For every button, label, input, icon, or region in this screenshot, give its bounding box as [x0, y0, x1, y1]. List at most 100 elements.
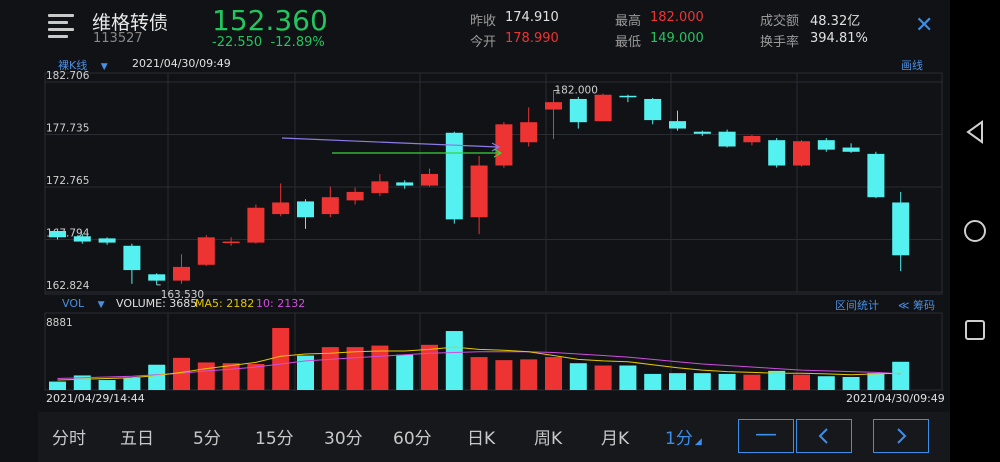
low-marker-label: 163.530: [161, 289, 204, 301]
minus-icon: —: [755, 422, 777, 447]
volume-bar: [867, 373, 885, 390]
volume-bar: [842, 376, 860, 390]
tab-daily-k[interactable]: 日K: [467, 429, 496, 449]
security-code: 113527: [93, 31, 143, 46]
volume-bar: [892, 361, 910, 390]
candle-body: [98, 238, 116, 243]
chips-button[interactable]: ≪ 筹码: [898, 299, 936, 312]
volume-bar: [297, 355, 314, 390]
volume-bar: [173, 357, 190, 390]
chevron-down-icon: ▼: [97, 300, 105, 310]
volume-bar: [545, 357, 562, 390]
open-value: 178.990: [505, 31, 559, 46]
scroll-left-button[interactable]: [796, 419, 852, 453]
volume-bar: [768, 370, 786, 390]
volume-bar: [272, 327, 290, 390]
volume-bar: [396, 354, 414, 390]
volume-max-label: 8881: [46, 317, 73, 329]
zoom-out-button[interactable]: —: [738, 419, 794, 453]
close-icon[interactable]: ✕: [915, 13, 934, 38]
candle-body: [173, 266, 190, 281]
candle-body: [768, 140, 786, 166]
tab-60min[interactable]: 60分: [393, 429, 432, 449]
open-label: 今开: [470, 35, 497, 50]
candle-body: [892, 202, 910, 256]
change-percent: -12.89%: [270, 35, 325, 50]
candle-body: [644, 98, 662, 121]
candle-body: [842, 147, 860, 152]
back-icon[interactable]: [960, 117, 990, 147]
chevron-down-icon: ▼: [100, 62, 108, 72]
menu-icon[interactable]: [48, 14, 74, 38]
tab-1min-label: 1分: [665, 429, 693, 449]
screen: 维格转债 113527 152.360 -22.550 -12.89% 昨收 1…: [0, 0, 950, 462]
candle-body: [197, 237, 215, 265]
home-icon[interactable]: [960, 216, 990, 246]
kline-mode-label: 裸K线: [58, 59, 88, 72]
candle-body: [371, 181, 389, 193]
volume-start-time: 2021/04/29/14:44: [46, 392, 145, 405]
last-price: 152.360: [212, 4, 328, 37]
volume-bar: [569, 363, 587, 390]
candle-body: [693, 131, 711, 134]
candle-body: [321, 197, 339, 215]
vol-indicator-selector[interactable]: VOL ▼: [62, 297, 105, 310]
volume-bar: [693, 373, 711, 390]
volume-bar: [495, 360, 513, 390]
scroll-right-button[interactable]: [873, 419, 929, 453]
volume-bar: [793, 374, 810, 390]
candle-body: [867, 153, 885, 198]
candle-body: [817, 140, 835, 150]
interval-stats-button[interactable]: 区间统计: [835, 299, 879, 312]
candle-body: [594, 94, 612, 122]
vol-label: VOL: [62, 297, 85, 310]
ma10-line: [57, 351, 901, 379]
tab-30min[interactable]: 30分: [324, 429, 363, 449]
tab-five-day[interactable]: 五日: [120, 429, 154, 449]
tab-15min[interactable]: 15分: [255, 429, 294, 449]
volume-bar: [321, 347, 339, 390]
tab-5min[interactable]: 5分: [193, 429, 221, 449]
candle-body: [545, 102, 562, 110]
candle-body: [569, 98, 587, 123]
tab-timeshare[interactable]: 分时: [52, 429, 86, 449]
volume-bar: [743, 374, 761, 390]
tab-monthly-k[interactable]: 月K: [601, 429, 630, 449]
dropdown-triangle-icon: ◢: [694, 437, 702, 447]
volume-bar: [49, 381, 66, 390]
candle-body: [346, 191, 364, 201]
turnover-rate-value: 394.81%: [810, 31, 868, 46]
volume-bar: [371, 345, 389, 390]
security-name: 维格转债: [92, 12, 169, 34]
ma10-value: 10: 2132: [256, 297, 306, 310]
candle-body: [272, 202, 290, 215]
tab-weekly-k[interactable]: 周K: [534, 429, 563, 449]
chevron-left-icon: [818, 428, 828, 444]
tab-1min[interactable]: 1分 ◢: [665, 424, 702, 449]
high-label: 最高: [615, 14, 642, 29]
draw-line-button[interactable]: 画线: [901, 59, 923, 72]
y-tick-label: 177.735: [46, 123, 89, 135]
kline-panel-border: [44, 72, 943, 295]
volume-bar: [346, 347, 364, 390]
trend-arrow-purple: [281, 137, 499, 148]
volume-bar: [669, 373, 686, 390]
trend-arrow-green-head: [493, 148, 503, 158]
candle-body: [743, 135, 761, 143]
volume-bar: [421, 344, 438, 390]
system-nav-bar: [950, 0, 1000, 462]
candle-body: [148, 274, 166, 281]
kline-mode-selector[interactable]: 裸K线 ▼: [58, 57, 108, 73]
ma5-line: [57, 346, 901, 381]
kline-chart[interactable]: 182.706177.735172.765167.794162.824182.0…: [0, 0, 950, 412]
volume-bar: [619, 365, 637, 390]
candle-body: [793, 141, 810, 166]
volume-bar: [594, 365, 612, 390]
recents-icon[interactable]: [960, 315, 990, 345]
candle-body: [49, 230, 66, 238]
candle-body: [669, 121, 686, 129]
turnover-label: 成交额: [760, 14, 800, 29]
volume-bar: [445, 331, 463, 390]
candle-body: [520, 122, 538, 143]
